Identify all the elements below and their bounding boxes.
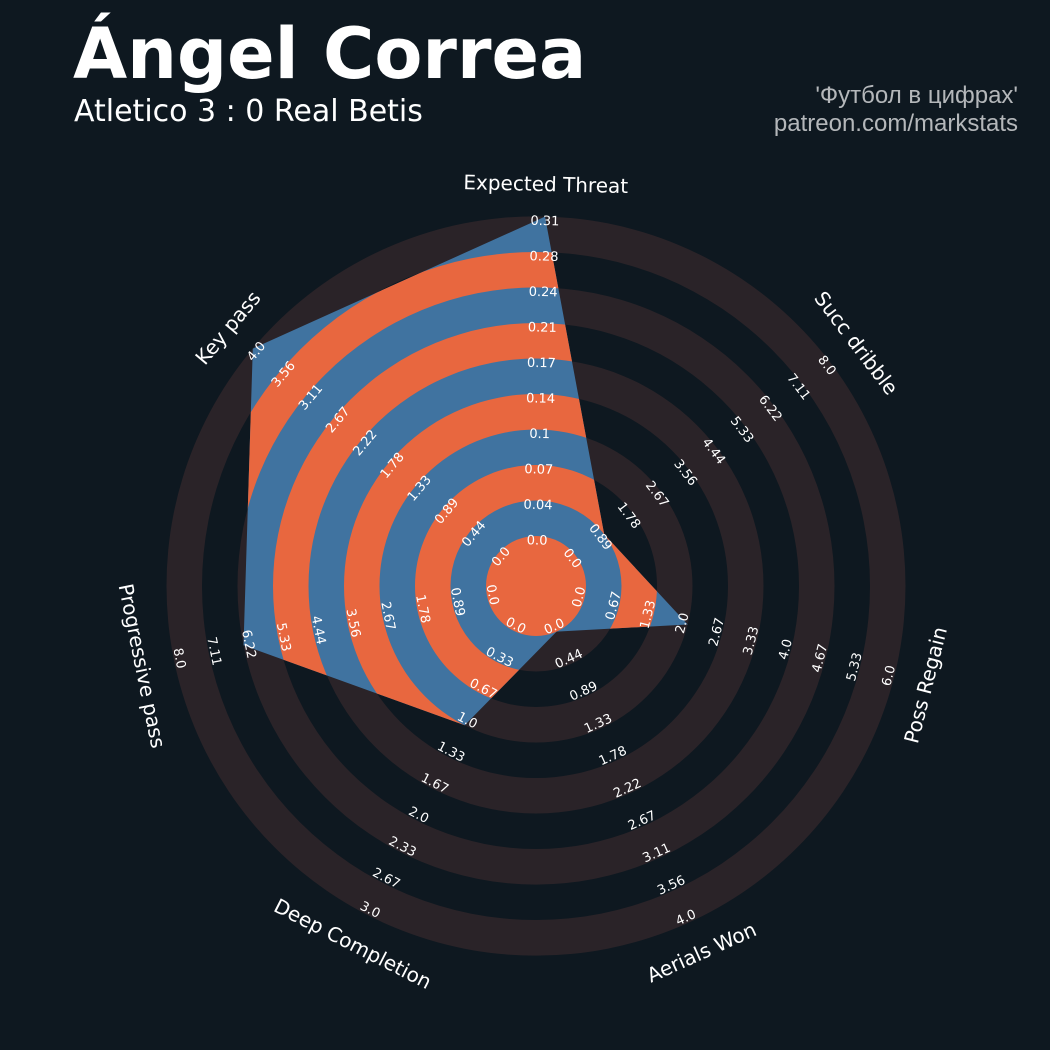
match-subtitle: Atletico 3 : 0 Real Betis (74, 94, 423, 129)
tick-label: 0.0 (570, 585, 590, 609)
tick-label: 4.44 (308, 615, 328, 646)
tick-label: 0.17 (527, 356, 556, 372)
tick-label: 0.07 (524, 462, 553, 478)
tick-label: 0.28 (529, 249, 558, 265)
tick-label: 7.11 (203, 636, 223, 667)
tick-label: 1.78 (412, 593, 432, 624)
tick-label: 3.33 (741, 625, 763, 657)
param-label: Progressive pass (114, 582, 171, 751)
tick-label: 2.67 (706, 616, 728, 648)
tick-label: 0.67 (603, 590, 625, 622)
tick-label: 4.0 (776, 638, 796, 662)
tick-label: 3.56 (342, 607, 362, 638)
tick-label: 0.14 (526, 391, 555, 407)
tick-label: 2.67 (377, 600, 397, 631)
tick-label: 0.24 (529, 285, 558, 301)
tick-label: 0.31 (530, 214, 559, 230)
tick-label: 1.33 (638, 599, 660, 631)
tick-label: 6.0 (879, 664, 899, 688)
tick-label: 0.04 (523, 498, 552, 514)
tick-label: 2.0 (673, 611, 693, 635)
page-title: Ángel Correa (73, 13, 587, 95)
radar-hub (486, 536, 586, 636)
tick-label: 5.33 (844, 651, 866, 683)
tick-label: 0.21 (528, 320, 557, 336)
tick-label: 8.0 (169, 647, 188, 670)
tick-label: 0.89 (447, 586, 467, 617)
tick-label: 0.1 (529, 427, 550, 443)
tick-label: 4.67 (810, 642, 832, 674)
param-label: Expected Threat (463, 170, 628, 198)
credit-link: patreon.com/markstats (773, 110, 1018, 137)
tick-label: 6.22 (238, 629, 258, 660)
param-label: Poss Regain (899, 624, 952, 746)
tick-label: 5.33 (273, 622, 293, 653)
tick-label: 0.0 (527, 533, 548, 549)
tick-label: 0.0 (482, 583, 501, 606)
credit-source: 'Футбол в цифрах' (815, 82, 1018, 109)
